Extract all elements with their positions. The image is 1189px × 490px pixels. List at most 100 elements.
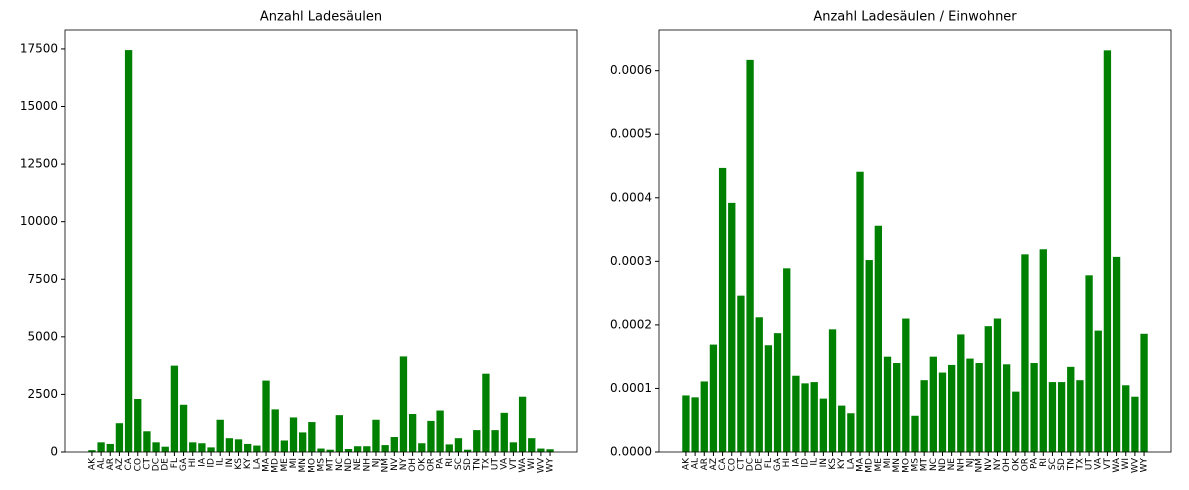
y-tick-label: 2500 [27, 387, 58, 401]
bar [491, 430, 499, 452]
bar [537, 448, 545, 452]
bar [271, 409, 279, 452]
y-tick-label: 0.0006 [610, 63, 652, 77]
x-tick-label: CA [718, 457, 728, 470]
x-tick-label: IA [197, 457, 207, 467]
bar [106, 443, 114, 452]
bar [299, 432, 307, 452]
bar [207, 447, 215, 452]
y-tick-label: 0.0002 [610, 317, 652, 331]
x-tick-label: CO [727, 458, 737, 471]
bar [253, 445, 261, 452]
bar [865, 260, 873, 452]
bar [280, 440, 289, 452]
bar [874, 225, 883, 452]
bar [244, 443, 252, 452]
x-tick-label: KY [243, 458, 253, 470]
bar [1140, 333, 1148, 452]
bar [198, 443, 206, 452]
x-tick-label: MO [901, 458, 911, 473]
bar [509, 442, 518, 452]
bar [938, 372, 947, 452]
bar [947, 364, 956, 452]
bar [372, 419, 380, 452]
x-tick-label: RI [1039, 458, 1049, 467]
x-tick-label: MS [911, 458, 921, 472]
bar [308, 422, 316, 452]
bar [1085, 275, 1093, 452]
x-tick-label: VT [1103, 457, 1113, 469]
x-tick-label: SC [454, 458, 464, 470]
bar [856, 171, 864, 453]
x-tick-label: NV [390, 457, 400, 471]
x-tick-label: TN [472, 458, 482, 471]
x-tick-label: ME [280, 458, 290, 472]
x-tick-label: WA [1112, 457, 1122, 472]
bar [957, 334, 965, 452]
x-tick-label: IL [810, 458, 820, 466]
x-tick-label: NE [947, 458, 957, 471]
y-tick-label: 7500 [27, 272, 58, 286]
x-tick-label: WY [1140, 458, 1150, 473]
bar [1076, 380, 1084, 452]
bar [454, 438, 463, 452]
x-tick-label: WY [546, 458, 556, 473]
y-tick-label: 0 [50, 445, 58, 459]
bar [709, 344, 718, 452]
x-tick-label: IN [225, 458, 235, 467]
x-tick-label: IA [791, 457, 801, 467]
axes-frame [658, 29, 1172, 453]
bar [427, 420, 435, 452]
x-tick-label: MN [892, 458, 902, 473]
x-tick-label: NM [975, 458, 985, 473]
x-tick-label: ID [801, 458, 811, 468]
x-tick-label: SD [1057, 458, 1067, 471]
x-tick-label: AZ [709, 458, 719, 470]
x-tick-label: MT [326, 458, 336, 472]
x-tick-label: DC [152, 458, 162, 471]
bar [792, 375, 800, 452]
bar [161, 446, 169, 452]
bar [847, 413, 855, 452]
x-tick-label: VA [1094, 457, 1104, 470]
x-tick-label: OR [426, 458, 436, 471]
x-tick-label: WV [1130, 457, 1140, 473]
bar [984, 326, 992, 452]
x-tick-label: LA [846, 457, 856, 469]
x-tick-label: GA [773, 457, 783, 471]
x-tick-label: CA [124, 457, 134, 470]
bar [911, 415, 919, 452]
x-tick-label: MN [298, 458, 308, 473]
x-tick-label: VA [500, 457, 510, 470]
x-tick-label: MA [856, 457, 866, 472]
x-tick-label: OH [1002, 458, 1012, 472]
y-tick-label: 0.0003 [610, 254, 652, 268]
bar [810, 382, 818, 452]
x-tick-label: FL [170, 458, 180, 468]
bar [1112, 256, 1121, 452]
bar [189, 442, 197, 452]
bar [700, 381, 708, 452]
x-tick-label: IL [216, 458, 226, 466]
x-tick-label: GA [179, 457, 189, 471]
x-tick-label: TN [1066, 458, 1076, 471]
bar [966, 358, 974, 452]
y-tick-label: 15000 [20, 99, 58, 113]
x-tick-label: AK [681, 457, 691, 470]
bar [902, 318, 910, 452]
y-tick-label: 0.0001 [610, 381, 652, 395]
x-tick-label: NC [335, 458, 345, 471]
x-tick-label: AL [97, 458, 107, 469]
x-tick-label: AR [106, 458, 116, 470]
bar [473, 430, 481, 452]
x-tick-label: NE [353, 458, 363, 471]
x-tick-label: OK [1011, 457, 1021, 471]
chart-title: Anzahl Ladesäulen / Einwohner [813, 10, 1017, 25]
x-tick-label: AL [691, 458, 701, 469]
bar [819, 398, 828, 452]
bar [838, 405, 846, 452]
bar [920, 380, 928, 452]
bar [445, 444, 453, 452]
bar [929, 356, 937, 452]
